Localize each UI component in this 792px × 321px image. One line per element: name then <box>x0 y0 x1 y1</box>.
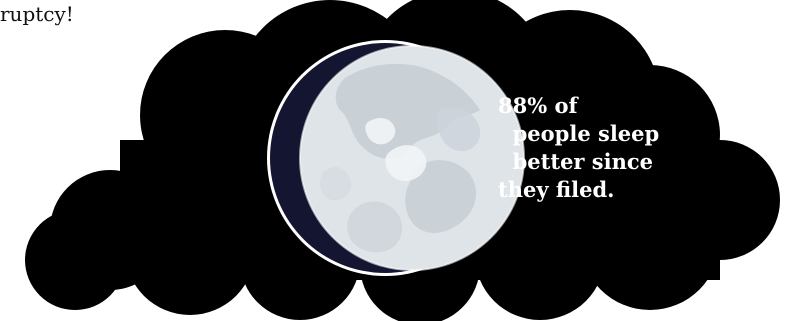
caption-fragment: ruptcy! <box>0 2 74 26</box>
sleep-stat-text: 88% of people sleep better since they fi… <box>498 93 660 202</box>
moon-icon <box>267 40 525 276</box>
